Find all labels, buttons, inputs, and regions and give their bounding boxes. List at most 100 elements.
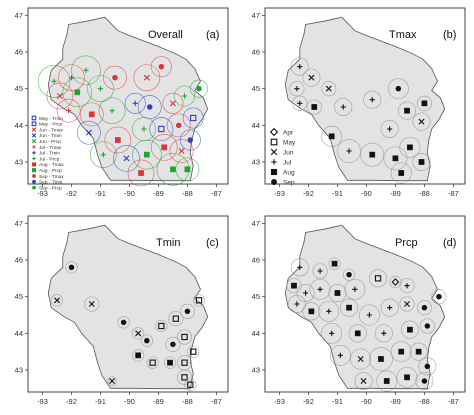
- y-tick-label: 46: [15, 256, 23, 265]
- station-marker: [195, 297, 203, 304]
- station-marker: [317, 286, 323, 292]
- station-marker: [328, 133, 335, 140]
- station-ring: [132, 139, 162, 170]
- station-ring: [360, 142, 385, 167]
- station-marker: [374, 275, 382, 282]
- panel-a-label: (a): [206, 29, 219, 41]
- station-marker: [51, 78, 57, 84]
- y-tick-label: 47: [15, 219, 23, 228]
- y-tick-label: 43: [252, 158, 260, 167]
- x-tick-label: -90: [124, 397, 135, 406]
- station-marker: [169, 100, 176, 107]
- station-marker: [291, 282, 297, 289]
- map-b-svg: -93 -92 -91 -90 -89 -88 -87 47 46 45 44 43 Apr May Jun…: [252, 7, 466, 198]
- station-marker: [391, 278, 400, 286]
- station-ring: [337, 139, 361, 163]
- station-ring: [182, 107, 204, 129]
- map-d-svg: -93 -92 -91 -90 -89 -88 -87 47 46 45 44 43 Prcp (d): [252, 215, 466, 406]
- station-marker: [158, 125, 165, 133]
- x-tick-label: -93: [274, 397, 285, 406]
- station-marker: [85, 129, 92, 136]
- station-ring: [398, 101, 417, 120]
- x-tick-label: -90: [361, 189, 372, 198]
- station-ring: [137, 95, 162, 119]
- station-marker: [115, 137, 121, 143]
- station-marker: [161, 144, 168, 151]
- station-ring: [390, 162, 412, 184]
- station-marker: [357, 356, 364, 362]
- station-ring: [418, 357, 437, 376]
- legend-label: Jul - Tmin: [39, 151, 60, 157]
- station-ring: [90, 141, 117, 169]
- station-ring: [124, 92, 146, 114]
- station-ring: [289, 81, 305, 97]
- station-ring: [150, 56, 172, 78]
- station-marker: [143, 74, 150, 81]
- legend-label: Sep - Tmin: [39, 180, 63, 186]
- station-ring: [318, 300, 340, 322]
- station-ring: [390, 341, 412, 363]
- station-ring: [321, 81, 337, 97]
- station-marker: [311, 104, 318, 110]
- station-ring: [302, 302, 321, 321]
- station-marker: [109, 108, 115, 114]
- station-ring: [387, 78, 409, 100]
- x-tick-label: -91: [95, 189, 106, 198]
- station-ring: [290, 57, 309, 76]
- station-ring: [374, 324, 393, 343]
- station-ring: [328, 257, 341, 270]
- y-tick-label: 44: [15, 121, 23, 130]
- station-ring: [107, 376, 117, 386]
- station-ring: [150, 133, 178, 161]
- station-marker: [354, 330, 361, 337]
- station-marker: [317, 268, 323, 274]
- station-marker: [181, 359, 188, 366]
- x-tick-label: -87: [211, 189, 222, 198]
- x-tick-label: -93: [274, 189, 285, 198]
- station-ring: [287, 295, 306, 313]
- legend-label: Aug: [283, 170, 295, 177]
- station-marker: [421, 100, 428, 107]
- station-ring: [98, 97, 126, 125]
- station-marker: [135, 352, 141, 359]
- x-tick-label: -92: [303, 189, 314, 198]
- station-ring: [321, 322, 343, 344]
- x-tick-label: -88: [182, 189, 193, 198]
- station-ring: [166, 113, 191, 138]
- station-marker: [366, 312, 372, 318]
- station-marker: [65, 108, 72, 114]
- legend-marker: [270, 168, 278, 176]
- panel-d: -93 -92 -91 -90 -89 -88 -87 47 46 45 44 43 Prcp (d): [237, 208, 474, 415]
- station-ring: [46, 82, 74, 110]
- station-ring: [179, 303, 195, 319]
- legend-label: Sep - Prcp: [39, 185, 62, 191]
- station-ring: [380, 120, 399, 138]
- legend-marker: [32, 179, 36, 184]
- station-marker: [138, 170, 144, 176]
- station-marker: [144, 337, 150, 344]
- station-ring: [350, 348, 372, 370]
- station-marker: [187, 381, 194, 388]
- station-marker: [184, 308, 191, 315]
- station-marker: [297, 264, 303, 270]
- panel-d-label: (d): [443, 237, 456, 249]
- station-marker: [383, 378, 390, 384]
- x-tick-label: -88: [419, 397, 430, 406]
- station-ring: [399, 278, 415, 294]
- station-ring: [184, 378, 197, 391]
- station-ring: [369, 347, 393, 371]
- x-tick-label: -90: [361, 397, 372, 406]
- station-marker: [308, 308, 315, 315]
- station-ring: [62, 77, 93, 108]
- station-marker: [424, 363, 431, 370]
- station-ring: [416, 95, 432, 111]
- station-ring: [409, 342, 428, 361]
- station-ring: [309, 278, 331, 300]
- station-ring: [415, 372, 434, 390]
- station-marker: [340, 104, 346, 110]
- station-marker: [346, 304, 352, 311]
- legend-marker: [31, 127, 37, 132]
- legend-marker: [270, 148, 278, 156]
- station-marker: [190, 114, 197, 122]
- station-ring: [306, 99, 322, 115]
